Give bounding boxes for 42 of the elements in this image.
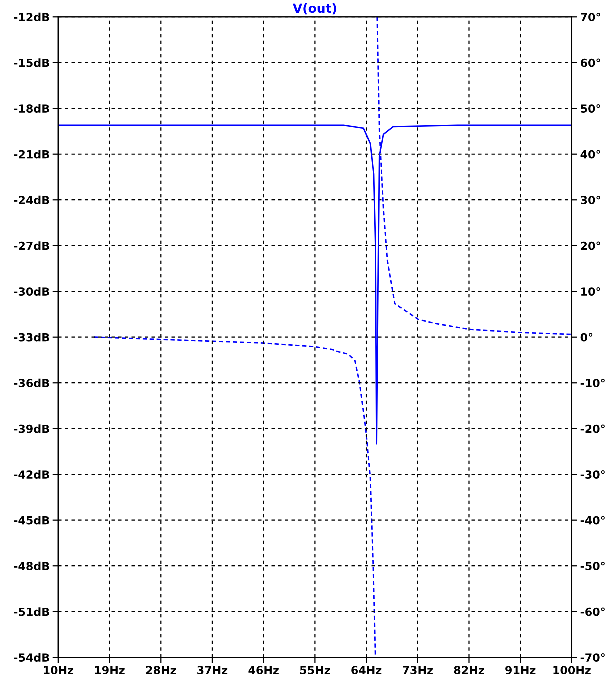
- x-tick-label: 91Hz: [506, 666, 536, 675]
- x-tick-label: 19Hz: [95, 666, 125, 675]
- y2-tick-label: -30°: [580, 470, 605, 479]
- y2-tick-label: -20°: [580, 424, 605, 434]
- x-tick-label: 64Hz: [352, 666, 382, 675]
- y-tick-label: -15dB: [14, 58, 50, 68]
- y2-tick-label: 40°: [580, 150, 600, 159]
- y-tick-label: -24dB: [14, 196, 50, 204]
- y-tick-label: -39dB: [14, 424, 50, 434]
- y-tick-label: -33dB: [14, 333, 50, 342]
- y-tick-label: -48dB: [14, 562, 50, 570]
- x-tick-label: 46Hz: [248, 666, 279, 675]
- y2-tick-label: 70°: [581, 13, 600, 22]
- x-tick-label: 28Hz: [146, 666, 176, 675]
- y-tick-label: -36dB: [14, 378, 50, 388]
- x-tick-label: 37Hz: [198, 666, 228, 675]
- y-tick-label: -42dB: [14, 470, 50, 479]
- y2-tick-label: -60°: [580, 608, 605, 616]
- y2-tick-label: 0°: [580, 333, 593, 342]
- y2-tick-label: 50°: [581, 104, 600, 113]
- y2-tick-label: 10°: [582, 288, 600, 296]
- y2-tick-label: -50°: [580, 562, 605, 570]
- y-tick-label: -21dB: [14, 150, 50, 159]
- x-tick-label: 55Hz: [300, 666, 330, 675]
- y-tick-label: -45dB: [14, 516, 50, 525]
- x-tick-label: 100Hz: [554, 666, 591, 675]
- x-tick-label: 73Hz: [403, 666, 433, 675]
- y-tick-label: -18dB: [14, 104, 50, 113]
- y2-tick-label: -10°: [580, 379, 605, 388]
- x-tick-label: 10Hz: [44, 666, 74, 675]
- chart-title: V(out): [292, 3, 336, 15]
- y2-tick-label: -70°: [580, 654, 605, 662]
- y-tick-label: -51dB: [14, 608, 50, 616]
- y2-tick-label: 30°: [581, 196, 600, 204]
- y-tick-label: -30dB: [14, 287, 50, 296]
- y2-tick-label: 60°: [580, 58, 600, 68]
- y-tick-label: -12dB: [14, 12, 50, 22]
- y-tick-label: -54dB: [14, 653, 50, 662]
- y2-tick-label: 20°: [581, 242, 600, 250]
- x-tick-label: 82Hz: [454, 666, 484, 675]
- y2-tick-label: -40°: [580, 516, 605, 525]
- y-tick-label: -27dB: [14, 242, 50, 250]
